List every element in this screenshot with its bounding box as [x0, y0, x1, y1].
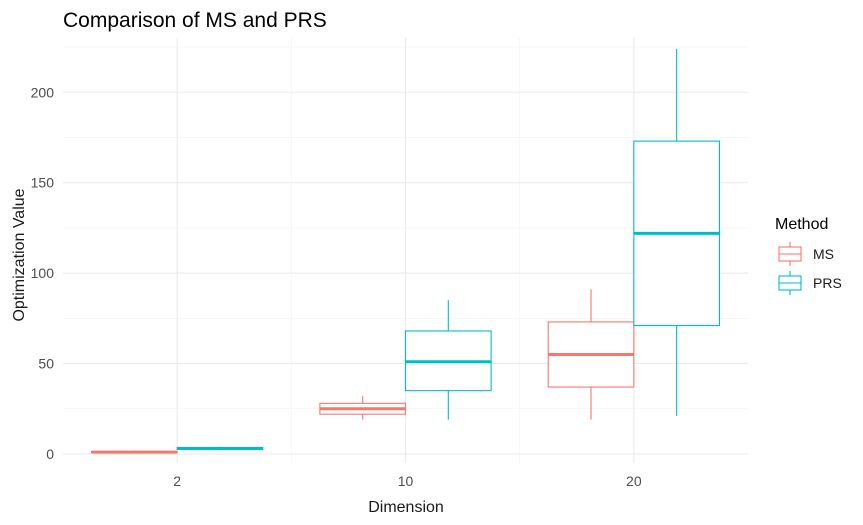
x-axis-ticks: 2 10 20 [173, 473, 642, 489]
x-tick-label: 20 [626, 473, 642, 489]
y-axis-ticks: 0 50 100 150 200 [31, 84, 55, 462]
legend-items: MS PRS [778, 242, 842, 295]
x-tick-label: 10 [398, 473, 414, 489]
y-tick-label: 0 [46, 446, 54, 462]
x-tick-label: 2 [173, 473, 181, 489]
legend-label: PRS [813, 275, 842, 291]
y-tick-label: 100 [31, 265, 55, 281]
y-tick-label: 200 [31, 84, 55, 100]
box-ms-20 [547, 289, 635, 420]
legend-label: MS [813, 246, 834, 262]
y-axis-title: Optimization Value [11, 188, 28, 321]
box-prs-10 [404, 300, 492, 420]
legend-item-ms: MS [778, 242, 834, 266]
box-ms-2 [90, 450, 178, 454]
x-axis-title: Dimension [368, 499, 444, 516]
y-tick-label: 150 [31, 175, 55, 191]
legend: Method MS PRS [775, 216, 842, 295]
box-prs-20 [633, 48, 721, 416]
box-ms-10 [319, 396, 407, 420]
legend-item-prs: PRS [778, 271, 842, 295]
legend-title: Method [775, 216, 828, 233]
y-tick-label: 50 [38, 356, 54, 372]
chart-title: Comparison of MS and PRS [63, 9, 327, 32]
box-layer [90, 48, 721, 454]
box-prs-2 [176, 446, 264, 451]
